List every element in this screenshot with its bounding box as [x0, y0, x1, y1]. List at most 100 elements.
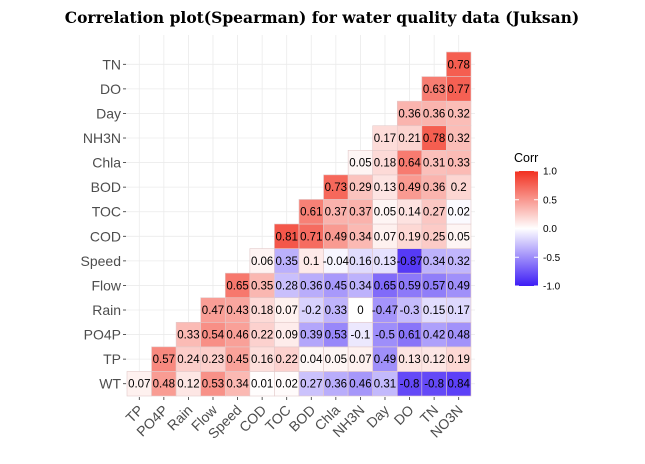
cell-value-label: 0.57	[423, 280, 445, 292]
heatmap-cell	[126, 371, 152, 397]
cell-value-label: 0.1	[303, 256, 319, 268]
cell-value-label: 0.28	[276, 280, 298, 292]
cell-value-label: -0.8	[424, 379, 444, 391]
cell-value-label: 0.35	[251, 280, 273, 292]
cell-value-label: 0.22	[276, 354, 298, 366]
heatmap-cell	[446, 297, 472, 323]
heatmap-cell	[446, 125, 472, 151]
cell-value-label: 0.64	[398, 158, 421, 170]
heatmap-cell	[298, 248, 324, 274]
cell-value-label: 0.02	[276, 379, 298, 391]
y-tick-label: DO	[100, 81, 121, 97]
cell-value-label: 0.05	[349, 158, 371, 170]
heatmap-cells	[126, 51, 472, 397]
heatmap-cell	[200, 297, 226, 323]
heatmap-cell	[298, 297, 324, 323]
cell-value-label: 0.78	[447, 59, 469, 71]
cell-value-label: 0.49	[398, 182, 420, 194]
x-tick-label: TOC	[262, 402, 294, 434]
y-tick-label: Rain	[92, 302, 121, 318]
heatmap-cell	[396, 248, 423, 274]
cell-value-label: 0.17	[374, 133, 396, 145]
cell-value-label: 0.49	[325, 231, 347, 243]
heatmap-cell	[323, 297, 349, 323]
heatmap-cell	[224, 371, 251, 397]
heatmap-cell	[446, 321, 472, 348]
cell-value-label: 0.45	[226, 354, 248, 366]
legend-tick-label: -0.5	[543, 253, 561, 264]
cell-value-label: 0.49	[374, 354, 396, 366]
cell-value-label: 0.05	[447, 231, 469, 243]
heatmap-cell	[421, 223, 447, 249]
cell-value-label: 0.36	[423, 182, 445, 194]
cell-value-label: 0.13	[398, 354, 420, 366]
cell-value-label: 0.18	[251, 305, 273, 317]
heatmap-cell	[446, 346, 472, 372]
cell-value-label: 0.19	[398, 231, 420, 243]
heatmap-cell	[274, 346, 300, 372]
heatmap-cell	[347, 223, 374, 249]
cell-value-label: 0.84	[447, 379, 470, 391]
heatmap-cell	[298, 223, 324, 249]
cell-value-label: 0.32	[447, 108, 469, 120]
cell-value-label: -0.04	[323, 256, 350, 268]
cell-value-label: 0.27	[300, 379, 322, 391]
cell-value-label: 0.37	[325, 207, 347, 219]
y-tick-label: PO4P	[84, 327, 121, 343]
heatmap-cell	[421, 321, 447, 348]
y-axis: WT TP PO4P Rain Flow Speed COD TOC BOD Chla NH3N Da…	[81, 56, 126, 392]
heatmap-cell	[421, 100, 447, 127]
heatmap-cell	[347, 150, 374, 176]
heatmap-cell	[372, 223, 398, 249]
cell-value-label: -0.1	[351, 330, 371, 342]
heatmap-cell	[249, 248, 275, 274]
cell-value-label: 0.09	[276, 330, 298, 342]
heatmap-cell	[421, 150, 447, 176]
legend-tick-label: 0.5	[543, 195, 557, 206]
heatmap-cell	[175, 371, 202, 397]
legend-colorbar	[515, 171, 538, 286]
cell-value-label: 0.12	[423, 354, 445, 366]
cell-value-label: 0.17	[447, 305, 469, 317]
heatmap-cell	[249, 297, 275, 323]
cell-value-label: 0.19	[447, 354, 469, 366]
y-tick-label: TP	[103, 351, 121, 367]
heatmap-cell	[372, 199, 398, 225]
heatmap-cell	[274, 321, 300, 348]
x-tick-label: DO	[391, 402, 417, 428]
heatmap-cell	[224, 272, 251, 299]
cell-value-label: 0.23	[202, 354, 224, 366]
cell-value-label: 0.43	[226, 305, 248, 317]
cell-value-label: 0.34	[423, 256, 446, 268]
heatmap-cell	[347, 371, 374, 397]
heatmap-cell	[323, 272, 349, 299]
x-axis: TPPO4PRainFlowSpeedCODTOCBODChlaNH3NDayD…	[122, 397, 466, 442]
cell-value-label: 0.14	[398, 207, 421, 219]
y-tick-label: WT	[99, 376, 121, 392]
cell-value-label: 0.59	[398, 280, 420, 292]
cell-value-label: 0.47	[202, 305, 224, 317]
legend-tick-label: 1.0	[543, 167, 557, 178]
heatmap-cell	[372, 150, 398, 176]
cell-value-label: 0.61	[300, 207, 322, 219]
heatmap-cell	[421, 76, 447, 102]
legend-tick-label: 0.0	[543, 224, 557, 235]
heatmap-cell	[224, 346, 251, 372]
cell-value-label: 0.01	[251, 379, 273, 391]
cell-value-label: 0.81	[276, 231, 298, 243]
cell-value-label: 0.13	[374, 256, 396, 268]
heatmap-cell	[396, 272, 423, 299]
heatmap-cell	[421, 272, 447, 299]
cell-value-label: 0.15	[423, 305, 445, 317]
cell-value-label: 0.12	[177, 379, 199, 391]
heatmap-cell	[200, 321, 226, 348]
heatmap-cell	[249, 371, 275, 397]
heatmap-cell	[323, 321, 349, 348]
heatmap-cell	[323, 174, 349, 200]
cell-value-label: 0.27	[423, 207, 445, 219]
heatmap-cell	[298, 346, 324, 372]
cell-value-label: 0.07	[374, 231, 396, 243]
heatmap-cell	[446, 76, 472, 102]
cell-value-label: 0.65	[374, 280, 396, 292]
